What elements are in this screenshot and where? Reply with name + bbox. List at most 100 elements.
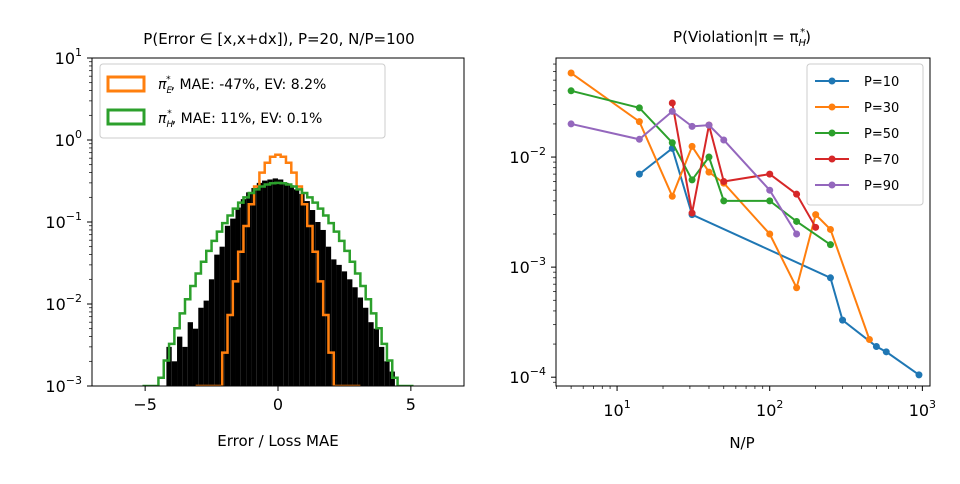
empirical-bar xyxy=(341,271,348,386)
empirical-bar xyxy=(187,322,193,386)
left-y-tick-label-base: 10 xyxy=(45,377,65,396)
right-x-tick-label-exp: 2 xyxy=(776,398,783,411)
legend-label: P=90 xyxy=(864,179,899,194)
right-title-main: P(Violation|π = π xyxy=(673,28,799,46)
right-x-axis: 101 102 103 xyxy=(555,386,936,420)
right-title-sub: H xyxy=(799,38,807,49)
empirical-bar xyxy=(278,179,284,386)
data-point xyxy=(915,371,923,379)
empirical-bar xyxy=(267,179,273,386)
data-point xyxy=(635,118,643,126)
left-x-tick-label: −5 xyxy=(133,395,157,414)
empirical-bar xyxy=(363,307,369,386)
left-y-tick-label: 10−3 xyxy=(45,374,82,396)
data-point xyxy=(826,225,834,233)
legend-swatch-piH xyxy=(106,108,146,126)
left-y-tick-label-exp: 0 xyxy=(75,128,82,141)
series-line xyxy=(570,110,798,235)
legend-label: P=70 xyxy=(864,153,899,168)
piH-fit-line xyxy=(142,181,414,386)
piE-fit-line xyxy=(195,153,361,386)
right-y-tick-label-base: 10 xyxy=(509,148,529,167)
right-y-axis: 10−210−310−4 xyxy=(509,63,556,387)
legend-item-P=50: P=50 xyxy=(815,127,899,142)
legend-piE-symbol: π xyxy=(158,77,167,93)
left-y-tick-label-exp: −2 xyxy=(66,292,82,305)
right-legend: P=10 P=30 P=50 P=70 P=90 xyxy=(806,63,924,206)
right-title-sup: * xyxy=(800,27,805,38)
empirical-bar xyxy=(368,322,374,386)
empirical-bar xyxy=(251,187,257,386)
data-point xyxy=(826,274,834,282)
right-x-axis-label: N/P xyxy=(729,434,754,452)
empirical-bar xyxy=(272,178,278,386)
left-legend: πE * , MAE: -47%, EV: 8.2% πH*, MAE: 11%, … xyxy=(99,63,386,139)
data-point xyxy=(688,209,696,217)
empirical-bar xyxy=(262,180,268,386)
data-point xyxy=(668,192,676,200)
legend-piH-sup: * xyxy=(167,109,172,119)
data-point xyxy=(668,99,676,107)
left-y-tick-label-exp: −1 xyxy=(66,210,82,223)
right-y-tick-label: 10−2 xyxy=(509,145,546,167)
data-point xyxy=(720,197,728,205)
data-point xyxy=(668,139,676,147)
legend-piH-sub: H xyxy=(166,120,173,130)
right-y-tick-label: 10−4 xyxy=(509,365,546,387)
empirical-bar xyxy=(192,328,199,386)
legend-piE-text: , MAE: -47%, EV: 8.2% xyxy=(171,77,327,93)
legend-piE-sub: E xyxy=(166,86,172,96)
left-y-tick-label-base: 10 xyxy=(55,49,75,68)
right-x-tick-label-base: 10 xyxy=(909,401,929,420)
right-y-tick-label-exp: −4 xyxy=(530,365,546,378)
left-plot-area xyxy=(142,153,414,386)
empirical-bar xyxy=(256,182,263,386)
legend-swatch-marker xyxy=(828,155,836,163)
left-y-tick-label: 101 xyxy=(55,46,82,68)
empirical-bar xyxy=(203,300,209,386)
empirical-bar xyxy=(219,246,225,386)
left-plot-clip xyxy=(142,153,414,386)
left-legend-box xyxy=(99,63,386,139)
legend-item-P=10: P=10 xyxy=(815,75,899,90)
series-P=50 xyxy=(567,87,834,249)
empirical-bar xyxy=(336,264,342,386)
empirical-bar xyxy=(177,336,183,386)
empirical-bar xyxy=(246,192,252,386)
empirical-bar xyxy=(166,346,172,386)
data-point xyxy=(793,190,801,198)
empirical-bar xyxy=(331,259,337,386)
legend-entry-piH: πH*, MAE: 11%, EV: 0.1% xyxy=(158,109,322,130)
data-point xyxy=(567,120,575,128)
empirical-bar xyxy=(373,328,379,386)
data-point xyxy=(720,177,728,185)
right-chart-panel: P(Violation|π = πH*) 101 102 103 10−210−31… xyxy=(509,27,936,452)
left-y-tick-label: 100 xyxy=(55,128,82,150)
empirical-bar xyxy=(198,307,204,386)
series-P=90 xyxy=(567,107,801,238)
legend-swatch-piE xyxy=(106,75,146,93)
legend-label: P=30 xyxy=(864,101,899,116)
data-point xyxy=(688,122,696,130)
data-point xyxy=(812,211,820,219)
legend-label: P=10 xyxy=(864,75,899,90)
right-x-tick-label: 103 xyxy=(909,398,936,420)
data-point xyxy=(688,142,696,150)
left-y-tick-label: 10−2 xyxy=(45,292,82,314)
legend-swatch-marker xyxy=(828,181,836,189)
left-y-tick-label: 10−1 xyxy=(45,210,82,232)
legend-swatch-marker xyxy=(828,77,836,85)
data-point xyxy=(812,223,820,231)
data-point xyxy=(793,284,801,292)
series-P=70 xyxy=(668,99,820,231)
data-point xyxy=(839,316,847,324)
empirical-bar xyxy=(224,225,231,386)
legend-item-P=30: P=30 xyxy=(815,101,899,116)
left-chart-panel: P(Error ∈ [x,x+dx]), P=20, N/P=100 −5 0 5 … xyxy=(45,30,465,450)
right-plot-area xyxy=(567,69,923,379)
left-y-tick-label-exp: −3 xyxy=(66,374,82,387)
empirical-bar xyxy=(240,199,247,386)
right-legend-box xyxy=(806,63,924,206)
